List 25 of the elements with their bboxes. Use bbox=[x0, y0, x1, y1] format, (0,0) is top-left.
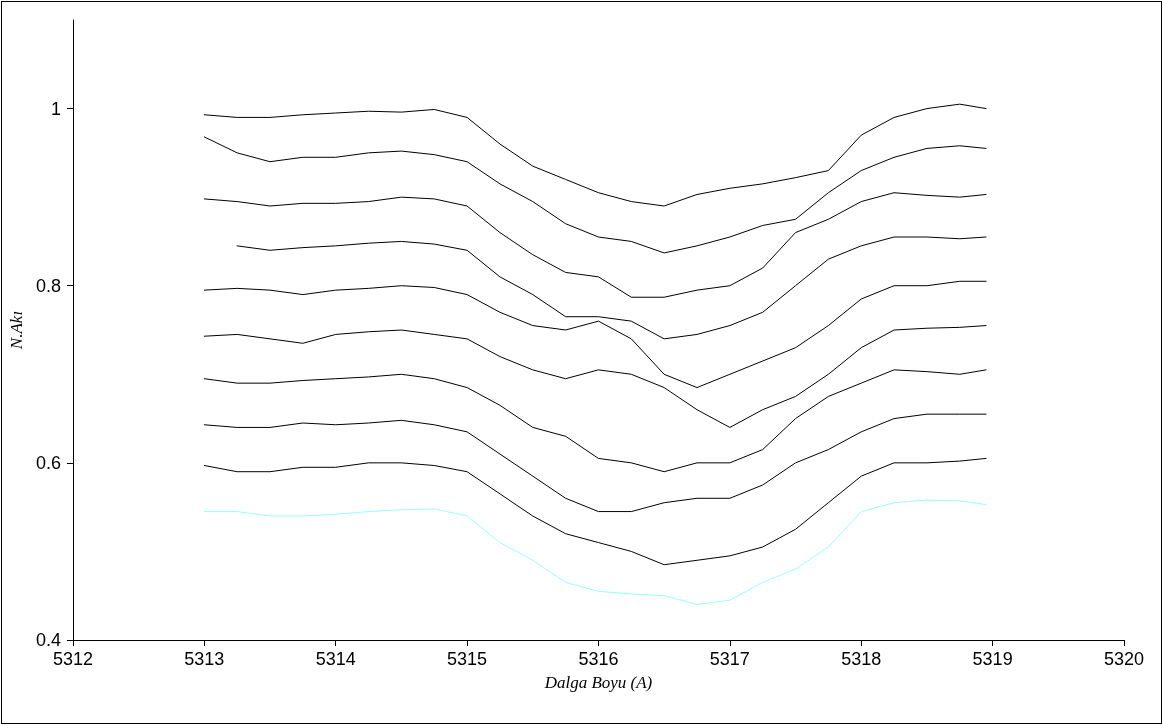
line-series bbox=[203, 413, 987, 513]
x-tick-label: 5320 bbox=[1103, 649, 1145, 669]
line-series bbox=[203, 499, 987, 606]
y-tick-label: 1 bbox=[50, 98, 61, 119]
line-series bbox=[203, 136, 987, 254]
x-axis-title: Dalga Boyu (A) bbox=[543, 673, 653, 692]
y-tick-label: 0.6 bbox=[35, 452, 61, 473]
line-series bbox=[203, 325, 987, 428]
line-series bbox=[203, 192, 987, 298]
line-series bbox=[203, 280, 987, 389]
y-tick-label: 0.4 bbox=[35, 630, 61, 650]
x-tick-label: 5319 bbox=[972, 649, 1013, 669]
x-tick-label: 5316 bbox=[578, 649, 619, 669]
x-tick-label: 5317 bbox=[709, 649, 750, 669]
line-series bbox=[203, 457, 987, 566]
x-tick-label: 5312 bbox=[52, 649, 93, 669]
line-series bbox=[236, 236, 987, 340]
line-series bbox=[203, 369, 987, 473]
x-tick-label: 5315 bbox=[447, 649, 488, 669]
line-series bbox=[203, 103, 987, 207]
x-tick-label: 5313 bbox=[184, 649, 225, 669]
x-tick-label: 5318 bbox=[841, 649, 882, 669]
y-axis-title: N.Akı bbox=[7, 310, 26, 351]
y-tick-label: 0.8 bbox=[35, 275, 61, 296]
x-tick-label: 5314 bbox=[315, 649, 356, 669]
